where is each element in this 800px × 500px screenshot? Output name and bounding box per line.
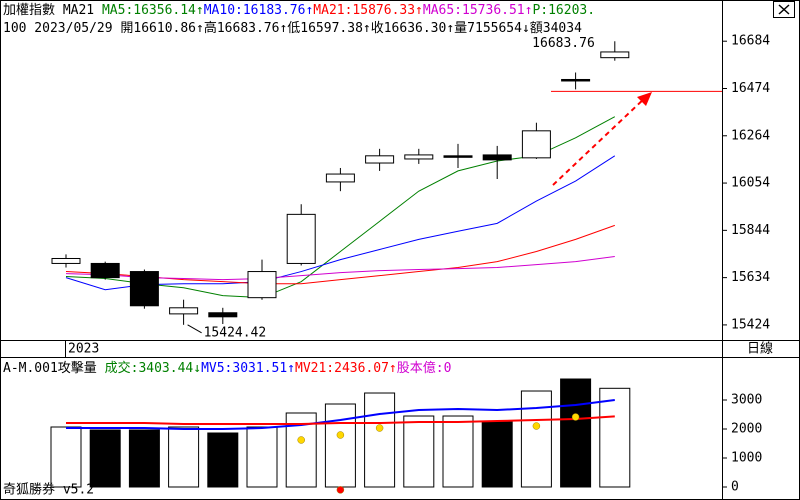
- high-label: 16683.76: [532, 36, 595, 51]
- candle-body: [208, 312, 238, 318]
- volume-bar: [246, 426, 278, 488]
- y-tick-label: 15844: [731, 223, 770, 238]
- signal-dot: [336, 486, 345, 494]
- y-tick-label: 16054: [731, 176, 770, 191]
- volume-bar: [403, 415, 435, 488]
- header-text: MV5:3031.51↑: [201, 361, 295, 376]
- candle-body: [482, 154, 512, 161]
- header-line: A-M.001攻擊量 成交:3403.44↓MV5:3031.51↑MV21:2…: [3, 360, 451, 376]
- trend-arrowhead: [637, 92, 652, 106]
- y-tick-label: 16264: [731, 128, 770, 143]
- period-label: 日線: [747, 341, 773, 357]
- signal-dot: [532, 422, 541, 430]
- x-tick-label: 2023: [68, 342, 99, 357]
- y-tick-label: 16474: [731, 81, 770, 96]
- candle-body: [600, 51, 630, 59]
- candle-body: [561, 78, 591, 82]
- candle-body: [90, 262, 120, 279]
- header-text: P:16203.: [532, 3, 595, 18]
- header-text: 成交:3403.44↓: [105, 360, 201, 376]
- volume-bar: [128, 429, 160, 488]
- candle-body: [286, 213, 316, 264]
- header-text: MA65:15736.51↑: [423, 3, 533, 18]
- volume-bar: [50, 426, 82, 488]
- close-icon[interactable]: [778, 4, 790, 15]
- candle-body: [443, 155, 473, 158]
- header-line: 100 2023/05/29 開16610.86↑高16683.76↑低1659…: [3, 20, 582, 36]
- header-text: MA10:16183.76↑: [204, 3, 314, 18]
- y-tick-label: 15424: [731, 317, 770, 332]
- close-button[interactable]: [773, 1, 795, 18]
- header-line: 加權指數 MA21 MA5:16356.14↑MA10:16183.76↑MA2…: [3, 3, 595, 18]
- y-tick-label: 0: [731, 479, 739, 494]
- header-text: 100 2023/05/29 開16610.86↑高16683.76↑低1659…: [3, 20, 582, 36]
- footer: 奇狐勝券 v5.2: [3, 482, 94, 498]
- signal-dot: [297, 436, 305, 444]
- volume-bar: [207, 432, 239, 488]
- volume-bar: [168, 426, 200, 488]
- volume-bar: [89, 429, 121, 488]
- y-tick-label: 1000: [731, 450, 762, 465]
- volume-bar: [560, 378, 592, 488]
- header-text: 加權指數 MA21: [3, 3, 102, 18]
- candle-body: [169, 307, 199, 315]
- header-text: MA21:15876.33↑: [313, 3, 423, 18]
- signal-dot: [571, 413, 580, 421]
- ma-line: [66, 415, 615, 426]
- candle-body: [365, 155, 395, 164]
- candle-body: [325, 173, 355, 183]
- y-tick-label: 3000: [731, 393, 762, 408]
- volume-bar: [442, 415, 474, 488]
- signal-dot: [336, 431, 345, 439]
- low-leader: [187, 324, 202, 334]
- header-text: MA5:16356.14↑: [102, 3, 204, 18]
- header-text: 股本億:0: [397, 360, 452, 376]
- header-text: MV21:2436.07↑: [295, 361, 397, 376]
- volume-bar: [324, 403, 356, 488]
- candle-body: [51, 257, 81, 264]
- trend-arrow: [552, 96, 647, 186]
- low-label: 15424.42: [204, 325, 267, 340]
- ma-line: [66, 399, 615, 431]
- volume-bar: [364, 392, 396, 488]
- signal-dot: [375, 424, 384, 432]
- volume-bar: [520, 390, 552, 488]
- header-text: A-M.001攻擊量: [3, 360, 105, 376]
- volume-bar: [599, 387, 631, 488]
- candle-body: [521, 130, 551, 159]
- candle-body: [129, 271, 159, 307]
- candle-body: [247, 271, 277, 299]
- candle-body: [404, 154, 434, 160]
- y-tick-label: 15634: [731, 270, 770, 285]
- y-tick-label: 2000: [731, 422, 762, 437]
- volume-bar: [481, 421, 513, 488]
- y-tick-label: 16684: [731, 34, 770, 49]
